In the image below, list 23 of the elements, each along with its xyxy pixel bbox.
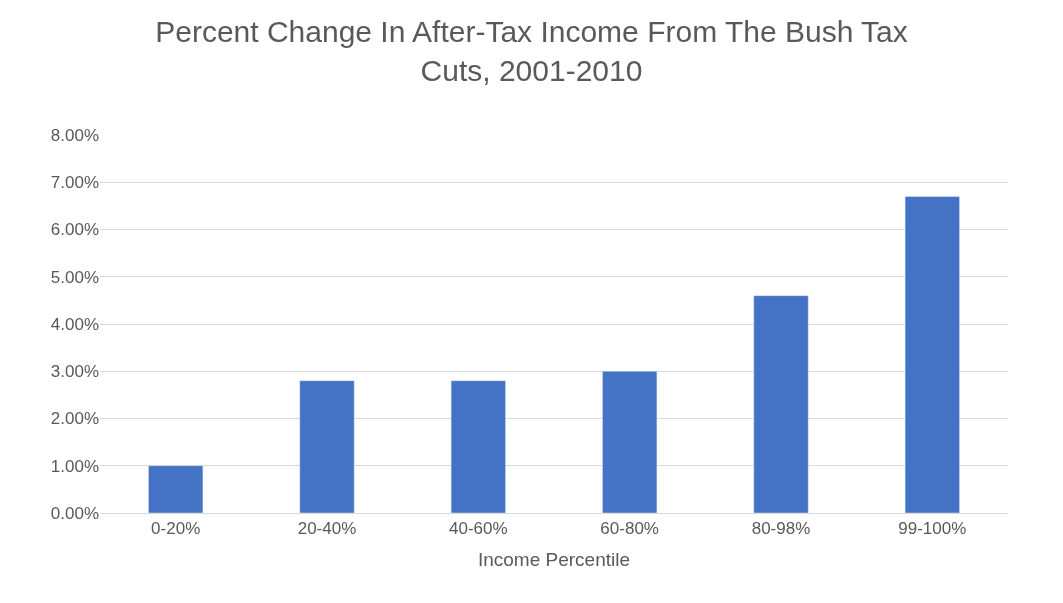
x-tick-label: 99-100% xyxy=(898,519,967,539)
y-tick-label: 4.00% xyxy=(50,314,99,334)
y-tick-label: 5.00% xyxy=(50,267,99,287)
y-tick-label: 2.00% xyxy=(50,409,99,429)
bar xyxy=(148,465,204,513)
bar xyxy=(602,371,658,513)
y-tick-label: 0.00% xyxy=(50,503,99,523)
bar xyxy=(450,380,506,513)
bar xyxy=(299,380,355,513)
y-tick-label: 3.00% xyxy=(50,362,99,382)
bar xyxy=(753,295,809,513)
bar xyxy=(904,196,960,513)
y-tick-label: 6.00% xyxy=(50,220,99,240)
x-tick-label: 20-40% xyxy=(297,519,357,539)
x-tick-label: 0-20% xyxy=(151,519,201,539)
y-tick-label: 7.00% xyxy=(50,173,99,193)
x-tick-label: 40-60% xyxy=(449,519,508,539)
y-tick-label: 8.00% xyxy=(50,125,99,145)
y-tick-label: 1.00% xyxy=(50,456,99,476)
x-tick-label: 80-98% xyxy=(751,519,811,539)
x-axis-title: Income Percentile xyxy=(477,549,631,571)
x-tick-label: 60-80% xyxy=(600,519,659,539)
chart-title: Percent Change In After-Tax Income From The Bush Tax Cuts, 2001-2010 xyxy=(155,15,908,88)
